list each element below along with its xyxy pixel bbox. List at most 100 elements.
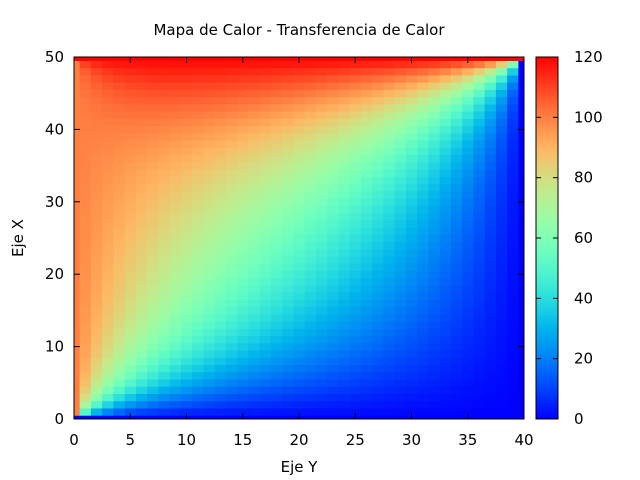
heatmap-cell [270,227,283,235]
heatmap-cell [372,234,384,242]
heatmap-cell [349,140,362,148]
heatmap-cell [237,248,249,257]
heatmap-cell [315,256,328,264]
heatmap-cell [349,205,362,214]
heatmap-cell [428,364,440,373]
heatmap-cell [439,125,452,134]
heatmap-cell [507,314,519,322]
heatmap-cell [158,364,170,373]
heatmap-cell [495,408,508,416]
heatmap-cell [417,67,429,76]
heatmap-cell [495,60,508,69]
heatmap-cell [135,314,148,322]
heatmap-cell [518,212,525,221]
heatmap-cell [372,292,384,300]
heatmap-cell [169,314,182,322]
heatmap-cell [124,67,137,76]
heatmap-cell [282,357,294,366]
heatmap-cell [248,263,260,271]
heatmap-cell [79,335,92,344]
heatmap-cell [428,386,440,395]
heatmap-cell [450,335,463,344]
heatmap-cell [417,118,429,127]
heatmap-cell [270,379,283,387]
heatmap-cell [74,75,80,83]
heatmap-cell [327,299,339,308]
heatmap-cell [169,386,182,395]
heatmap-cell [507,371,519,380]
colorbar-tick-label: 60 [574,229,593,247]
heatmap-cell [74,292,80,300]
heatmap-cell [74,285,80,293]
heatmap-cell [304,277,317,286]
heatmap-cell [394,205,407,214]
heatmap-cell [394,400,407,409]
heatmap-cell [102,357,114,366]
heatmap-cell [293,205,305,214]
x-tick-label: 30 [402,431,421,449]
heatmap-cell [338,60,350,69]
heatmap-cell [203,219,215,228]
heatmap-cell [74,350,80,358]
heatmap-cell [74,393,80,402]
heatmap-cell [214,371,227,380]
heatmap-cell [147,306,159,315]
heatmap-cell [147,198,159,206]
heatmap-cell [147,371,159,380]
heatmap-cell [270,393,283,402]
heatmap-cell [349,133,362,141]
heatmap-cell [428,234,440,242]
heatmap-cell [203,82,215,90]
heatmap-cell [495,386,508,395]
heatmap-cell [102,364,114,373]
heatmap-cell [383,183,395,192]
heatmap-cell [327,379,339,387]
heatmap-cell [484,82,497,90]
heatmap-cell [360,96,373,105]
heatmap-cell [394,234,407,242]
heatmap-cell [383,89,395,98]
heatmap-cell [90,75,103,83]
y-axis-label: Eje X [9,219,27,257]
heatmap-cell [428,328,440,337]
heatmap-cell [192,198,204,206]
heatmap-cell [484,198,497,206]
heatmap-cell [102,227,114,235]
heatmap-cell [518,357,525,366]
heatmap-cell [473,75,485,83]
heatmap-cell [135,154,148,163]
heatmap-cell [192,227,204,235]
heatmap-cell [113,241,125,250]
heatmap-cell [349,75,362,83]
heatmap-cell [383,176,395,185]
heatmap-cell [270,169,283,177]
heatmap-cell [473,321,485,329]
heatmap-cell [203,227,215,235]
heatmap-cell [74,212,80,221]
heatmap-cell [507,125,519,134]
heatmap-cell [192,147,204,156]
heatmap-cell [518,57,525,61]
heatmap-cell [383,190,395,199]
heatmap-cell [518,379,525,387]
heatmap-cell [450,393,463,402]
heatmap-cell [225,183,238,192]
heatmap-cell [360,198,373,206]
heatmap-cell [248,393,260,402]
heatmap-cell [102,96,114,105]
heatmap-cell [405,299,418,308]
heatmap-cell [315,205,328,214]
heatmap-cell [192,104,204,112]
heatmap-cell [124,314,137,322]
heatmap-cell [225,314,238,322]
heatmap-cell [282,234,294,242]
heatmap-cell [304,270,317,279]
heatmap-cell [349,350,362,358]
heatmap-cell [360,371,373,380]
heatmap-cell [124,154,137,163]
heatmap-cell [237,277,249,286]
heatmap-cell [338,350,350,358]
heatmap-cell [248,219,260,228]
heatmap-cell [507,292,519,300]
heatmap-cell [124,256,137,264]
